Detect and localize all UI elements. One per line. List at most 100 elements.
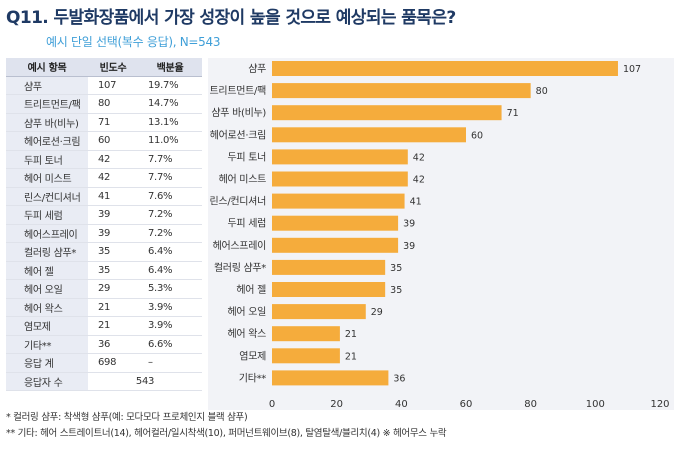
x-tick-label: 100 [586, 399, 605, 410]
question-title: Q11. 두발화장품에서 가장 성장이 높을 것으로 예상되는 품목은? [6, 8, 456, 28]
total-frequency: 698 [88, 353, 138, 373]
bar [272, 282, 386, 297]
item-cell: 트리트먼트/팩 [6, 94, 88, 114]
frequency-cell: 60 [88, 131, 138, 151]
percent-cell: 6.4% [138, 261, 202, 280]
bar [272, 61, 618, 76]
frequency-cell: 42 [88, 168, 138, 188]
bar [272, 171, 408, 187]
data-label: 60 [471, 130, 483, 141]
item-cell: 헤어로션·크림 [6, 131, 88, 151]
data-label: 21 [345, 351, 357, 362]
data-label: 35 [390, 263, 402, 274]
header-item: 예시 항목 [6, 58, 88, 77]
category-label: 헤어 젤 [236, 284, 266, 296]
item-cell: 헤어스프레이 [6, 224, 88, 243]
category-label: 헤어로션·크림 [210, 129, 266, 141]
data-label: 39 [403, 219, 415, 230]
category-label: 헤어 왁스 [228, 328, 267, 340]
category-label: 염모제 [239, 350, 266, 362]
category-label: 샴푸 [248, 63, 266, 75]
frequency-cell: 39 [88, 224, 138, 243]
category-label: 트리트먼트/팩 [210, 85, 267, 97]
table-row: 헤어 오일 29 5.3% [6, 279, 202, 299]
category-label: 두피 세럼 [228, 217, 266, 230]
bar [272, 304, 366, 320]
item-cell: 헤어 오일 [6, 279, 88, 299]
item-cell: 두피 토너 [6, 150, 88, 169]
table-row: 헤어 젤 35 6.4% [6, 261, 202, 280]
frequency-cell: 36 [88, 335, 138, 354]
percent-cell: 11.0% [138, 131, 202, 151]
bar [272, 193, 405, 209]
percent-cell: 6.4% [138, 242, 202, 262]
table-row: 샴푸 107 19.7% [6, 76, 202, 95]
bar [272, 83, 531, 99]
x-tick-label: 120 [650, 399, 669, 410]
table-row: 컬러링 샴푸* 35 6.4% [6, 242, 202, 262]
x-tick-label: 80 [524, 399, 537, 410]
frequency-table: 예시 항목 빈도수 백분율 샴푸 107 19.7% 트리트먼트/팩 80 14.7% 샴푸… [6, 58, 202, 391]
frequency-cell: 29 [88, 279, 138, 299]
percent-cell: 7.7% [138, 168, 202, 188]
bar-chart: 샴푸 107 트리트먼트/팩 80 샴푸 바(비누) 71 헤어로션·크림 60 두피 토너 42… [208, 58, 674, 410]
bar [272, 370, 389, 386]
x-tick-label: 0 [269, 399, 275, 410]
bar [272, 237, 399, 253]
data-label: 36 [393, 373, 405, 384]
respondents-label: 응답자 수 [6, 372, 88, 391]
x-tick-label: 20 [330, 399, 343, 410]
respondents-row: 응답자 수 543 [6, 372, 202, 391]
frequency-cell: 107 [88, 76, 138, 95]
table-row: 헤어 왁스 21 3.9% [6, 298, 202, 317]
table-header-row: 예시 항목 빈도수 백분율 [6, 58, 202, 77]
table-row: 샴푸 바(비누) 71 13.1% [6, 113, 202, 132]
item-cell: 린스/컨디셔너 [6, 187, 88, 206]
data-label: 21 [345, 329, 357, 340]
category-label: 기타** [239, 372, 267, 384]
table-body: 샴푸 107 19.7% 트리트먼트/팩 80 14.7% 샴푸 바(비누) 71 13.1% 헤… [6, 76, 202, 391]
frequency-cell: 35 [88, 242, 138, 262]
footnote-others: ** 기타: 헤어 스트레이트너(14), 헤어컬러/일시착색(10), 퍼머넌… [6, 428, 447, 439]
table-row: 기타** 36 6.6% [6, 335, 202, 354]
table-row: 두피 토너 42 7.7% [6, 150, 202, 169]
table-row: 헤어스프레이 39 7.2% [6, 224, 202, 243]
percent-cell: 3.9% [138, 298, 202, 317]
percent-cell: 7.7% [138, 150, 202, 169]
frequency-cell: 80 [88, 94, 138, 114]
frequency-cell: 21 [88, 298, 138, 317]
total-percent: – [138, 353, 202, 373]
bar [272, 127, 466, 143]
total-row: 응답 계 698– [6, 353, 202, 373]
data-label: 39 [403, 241, 415, 252]
item-cell: 샴푸 [6, 76, 88, 95]
category-label: 린스/컨디셔너 [210, 196, 266, 208]
percent-cell: 14.7% [138, 94, 202, 114]
data-label: 71 [507, 108, 519, 119]
frequency-cell: 41 [88, 187, 138, 206]
frequency-cell: 21 [88, 316, 138, 336]
bar [272, 259, 386, 275]
item-cell: 헤어 왁스 [6, 298, 88, 317]
table-row: 헤어 미스트 42 7.7% [6, 168, 202, 188]
item-cell: 염모제 [6, 316, 88, 336]
category-label: 샴푸 바(비누) [211, 107, 266, 119]
bar [272, 326, 340, 342]
x-tick-label: 60 [460, 399, 473, 410]
respondents-count: 543 [88, 372, 202, 391]
data-label: 80 [536, 86, 548, 97]
item-cell: 두피 세럼 [6, 205, 88, 225]
category-label: 헤어스프레이 [213, 240, 266, 252]
percent-cell: 7.2% [138, 205, 202, 225]
x-tick-label: 40 [395, 399, 408, 410]
table-row: 헤어로션·크림 60 11.0% [6, 131, 202, 151]
data-label: 42 [413, 152, 425, 163]
percent-cell: 6.6% [138, 335, 202, 354]
category-label: 두피 토너 [228, 151, 266, 163]
table-row: 두피 세럼 39 7.2% [6, 205, 202, 225]
data-label: 107 [623, 64, 641, 75]
bar [272, 348, 340, 364]
data-label: 42 [413, 175, 425, 186]
frequency-cell: 35 [88, 261, 138, 280]
percent-cell: 19.7% [138, 76, 202, 95]
